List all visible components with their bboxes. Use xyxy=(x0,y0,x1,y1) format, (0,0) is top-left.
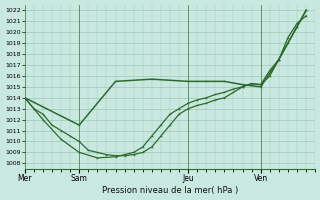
X-axis label: Pression niveau de la mer( hPa ): Pression niveau de la mer( hPa ) xyxy=(102,186,238,195)
